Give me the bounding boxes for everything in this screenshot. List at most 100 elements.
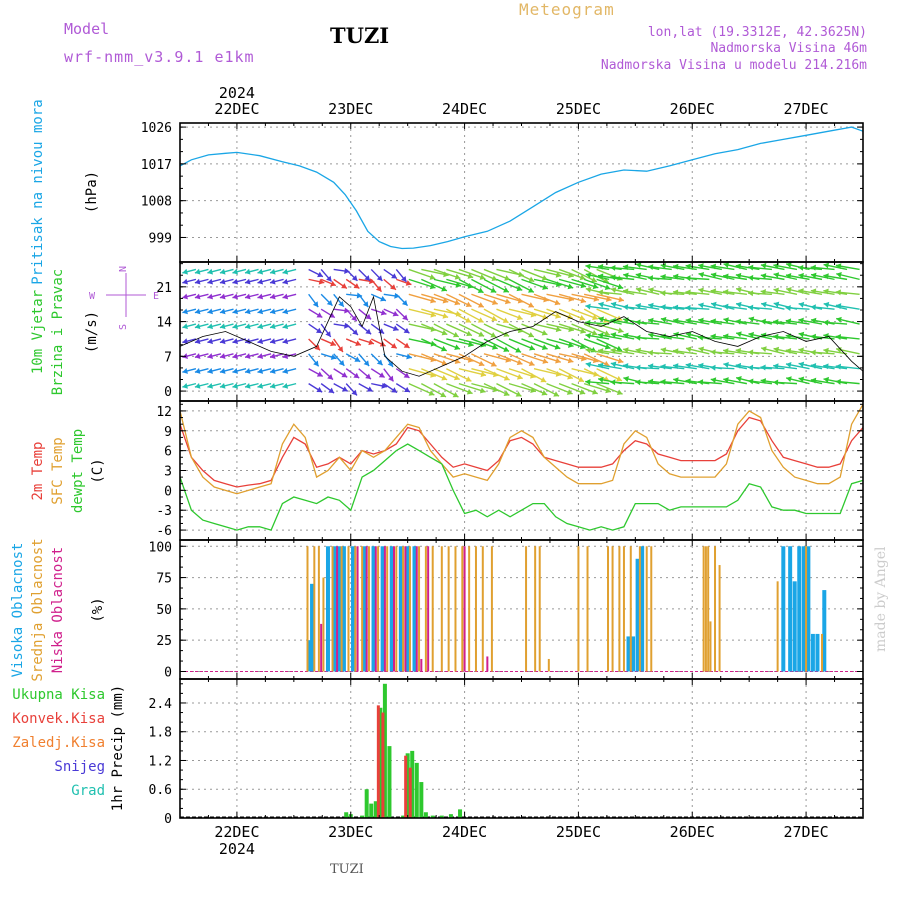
wind-arrow-head bbox=[635, 272, 642, 279]
wind-arrow-head bbox=[635, 319, 641, 326]
high-cloud-bar bbox=[631, 636, 636, 672]
wind-speed-line bbox=[179, 295, 864, 377]
wind-arrow-head bbox=[598, 332, 604, 339]
wind-arrow-head bbox=[391, 387, 398, 393]
wind-arrow-head bbox=[528, 287, 534, 293]
wind-arrow-head bbox=[786, 286, 792, 293]
wind-arrow-head bbox=[194, 338, 201, 345]
high-cloud-bar bbox=[801, 546, 806, 672]
wind-arrow-head bbox=[244, 278, 251, 285]
wind-arrow-head bbox=[182, 323, 188, 330]
wind-arrow-head bbox=[541, 344, 548, 351]
wind-arrow-head bbox=[378, 328, 385, 334]
mid-cloud-bar bbox=[361, 546, 364, 672]
wind-arrow-head bbox=[194, 368, 201, 374]
wind-arrow-head bbox=[585, 361, 592, 368]
wind-arrow-head bbox=[440, 345, 447, 352]
wind-arrow-head bbox=[723, 348, 729, 355]
wind-arrow-head bbox=[388, 375, 394, 382]
mid-cloud-bar bbox=[313, 546, 316, 672]
wind-arrow-head bbox=[748, 378, 754, 385]
wind-arrow-head bbox=[580, 328, 586, 334]
wind-arrow-head bbox=[823, 363, 829, 370]
wind-arrow-head bbox=[660, 333, 666, 340]
wind-arrow-head bbox=[207, 338, 214, 345]
wind-arrow-head bbox=[392, 310, 399, 317]
temp-label-dewpt: dewpt Temp bbox=[70, 429, 86, 513]
wind-arrow-head bbox=[365, 328, 372, 335]
wind-arrow-head bbox=[810, 349, 816, 356]
wind-arrow-head bbox=[232, 268, 239, 275]
wind-arrow-head bbox=[441, 374, 448, 381]
wind-arrow-head bbox=[391, 273, 397, 279]
wind-arrow-head bbox=[257, 293, 264, 300]
wind-arrow-head bbox=[604, 330, 610, 336]
mid-cloud-bar bbox=[431, 546, 434, 672]
wind-arrow-head bbox=[580, 282, 587, 289]
wind-arrow-head bbox=[673, 317, 679, 324]
total-precip-bar bbox=[423, 812, 428, 818]
wind-arrow-head bbox=[605, 387, 611, 394]
wind-arrow-head bbox=[567, 357, 574, 364]
wind-arrow-head bbox=[555, 357, 561, 364]
precip-legend-label: Grad bbox=[71, 783, 105, 799]
mid-cloud-bar bbox=[377, 546, 380, 672]
wind-arrow-head bbox=[761, 301, 767, 308]
wind-arrow-head bbox=[616, 389, 623, 396]
wind-arrow-head bbox=[685, 378, 691, 385]
wind-arrow-head bbox=[798, 272, 804, 279]
compass-north: N bbox=[118, 266, 129, 272]
total-precip-bar bbox=[344, 812, 349, 818]
wind-arrow-head bbox=[598, 316, 604, 323]
wind-arrow-head bbox=[798, 264, 804, 271]
wind-arrow-head bbox=[647, 275, 653, 282]
wind-arrow-head bbox=[698, 302, 704, 309]
wind-arrow-head bbox=[454, 344, 460, 351]
wind-arrow-head bbox=[364, 275, 371, 281]
wind-arrow-head bbox=[330, 280, 336, 287]
total-precip-bar bbox=[419, 782, 424, 818]
wind-arrow-head bbox=[430, 297, 436, 304]
y-tick-label: 3 bbox=[164, 465, 172, 480]
altitude-info: Nadmorska Visina 46m bbox=[710, 41, 867, 56]
wind-arrow-head bbox=[785, 362, 792, 368]
mid-cloud-bar bbox=[650, 546, 653, 672]
wind-arrow-head bbox=[773, 379, 779, 386]
credit-watermark: made by Angel bbox=[873, 546, 889, 653]
wind-arrow-head bbox=[406, 353, 412, 360]
y-tick-label: -3 bbox=[156, 504, 172, 519]
wind-arrow-head bbox=[270, 293, 276, 300]
wind-arrow-head bbox=[194, 308, 201, 315]
low-cloud-bar bbox=[356, 546, 359, 672]
wind-arrow-head bbox=[647, 349, 653, 356]
wind-arrow-head bbox=[735, 272, 742, 279]
wind-arrow-head bbox=[529, 344, 535, 351]
wind-arrow-head bbox=[442, 297, 449, 304]
wind-arrow-head bbox=[598, 376, 604, 383]
wind-arrow-head bbox=[327, 373, 333, 380]
wind-arrow-head bbox=[660, 304, 666, 311]
wind-arrow-head bbox=[603, 360, 610, 367]
wind-arrow-head bbox=[635, 286, 642, 293]
wind-arrow-head bbox=[282, 278, 289, 285]
y-tick-label: 1008 bbox=[141, 195, 172, 210]
high-cloud-bar bbox=[332, 546, 337, 672]
panel-frame bbox=[179, 678, 864, 819]
wind-arrow-head bbox=[516, 285, 523, 292]
wind-arrow-head bbox=[810, 377, 817, 384]
total-precip-bar bbox=[448, 814, 453, 818]
wind-arrow-head bbox=[375, 285, 382, 292]
y-tick-label: 0 bbox=[164, 665, 172, 680]
total-precip-bar bbox=[439, 815, 444, 818]
wind-arrow-head bbox=[282, 308, 289, 315]
wind-arrow-head bbox=[823, 301, 830, 308]
wind-arrow-head bbox=[317, 271, 323, 278]
wind-arrow-head bbox=[392, 325, 399, 331]
wind-arrow-head bbox=[368, 339, 374, 346]
wind-arrow-head bbox=[554, 344, 561, 350]
mid-cloud-bar bbox=[367, 546, 370, 672]
wind-arrow-head bbox=[257, 368, 264, 374]
total-precip-bar bbox=[405, 753, 410, 818]
wind-arrow-head bbox=[490, 332, 497, 338]
wind-arrow-head bbox=[610, 287, 617, 293]
